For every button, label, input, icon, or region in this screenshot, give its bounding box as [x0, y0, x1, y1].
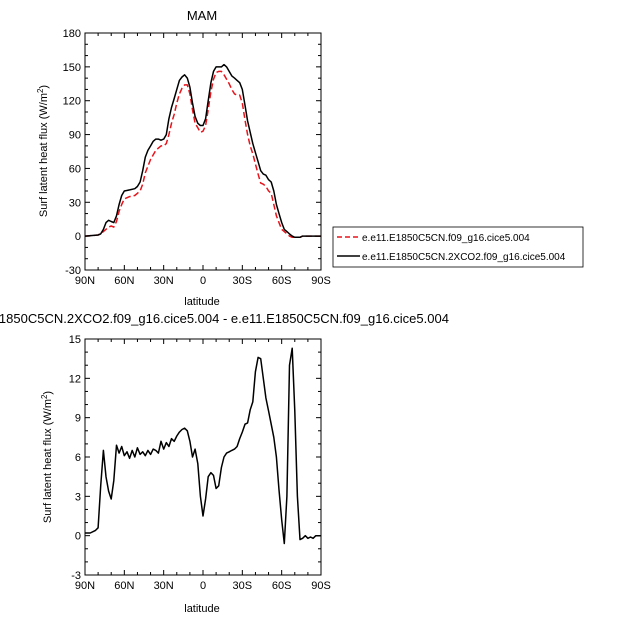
- top-y-axis-label: Surf latent heat flux (W/m2): [36, 85, 50, 217]
- top-plot-area: [84, 32, 322, 271]
- bottom-y-tick-label: 9: [75, 413, 81, 425]
- bottom-x-axis-label: latitude: [184, 603, 219, 615]
- panel-bottom-chart: e.e11.E1850C5CN.2XCO2.f09_g16.cice5.004 …: [0, 311, 449, 615]
- top-x-tick-label: 30N: [154, 275, 174, 287]
- bottom-y-tick-label: 6: [75, 452, 81, 464]
- bottom-x-tick-label: 90N: [75, 580, 95, 592]
- legend-entry-2xco2: e.e11.E1850C5CN.2XCO2.f09_g16.cice5.004: [362, 252, 566, 263]
- bottom-y-tick-label: 15: [69, 334, 81, 346]
- bottom-x-ticks: 90N 60N 30N 0 30S 60S 90S: [75, 339, 331, 592]
- bottom-y-tick-label: 3: [75, 491, 81, 503]
- top-y-ticks: -30 0 30 60 90 120 150 180: [63, 28, 321, 277]
- top-y-tick-label: 60: [69, 163, 81, 175]
- legend-entry-control: e.e11.E1850C5CN.f09_g16.cice5.004: [362, 233, 530, 244]
- top-y-tick-label: 120: [63, 96, 81, 108]
- top-x-tick-label: 30S: [233, 275, 253, 287]
- bottom-x-tick-label: 60S: [272, 580, 292, 592]
- top-y-tick-label: 150: [63, 62, 81, 74]
- bottom-plot-area: [84, 338, 322, 576]
- top-y-tick-label: 30: [69, 197, 81, 209]
- top-chart-title: MAM: [187, 8, 217, 23]
- bottom-x-tick-label: 0: [200, 580, 206, 592]
- top-plot-frame: [84, 32, 322, 271]
- top-series-line-0: [84, 70, 321, 239]
- top-x-tick-label: 90S: [311, 275, 331, 287]
- legend: e.e11.E1850C5CN.f09_g16.cice5.004 e.e11.…: [332, 226, 584, 268]
- top-x-tick-label: 0: [200, 275, 206, 287]
- bottom-chart-title: e.e11.E1850C5CN.2XCO2.f09_g16.cice5.004 …: [0, 311, 449, 326]
- top-x-tick-label: 90N: [75, 275, 95, 287]
- top-y-tick-label: 0: [75, 231, 81, 243]
- top-x-tick-label: 60S: [272, 275, 292, 287]
- bottom-x-tick-label: 90S: [311, 580, 331, 592]
- top-y-tick-label: -30: [65, 265, 81, 277]
- bottom-y-axis-label: Surf latent heat flux (W/m2): [40, 391, 54, 523]
- bottom-y-tick-label: 12: [69, 373, 81, 385]
- bottom-x-tick-label: 30S: [233, 580, 253, 592]
- bottom-series-line-0: [85, 347, 321, 545]
- top-x-axis-label: latitude: [184, 296, 219, 308]
- panel-top-chart: MAM -30 0 30 60 90 120 150 180 90N 60N 30N 0 30S 60S…: [36, 8, 584, 308]
- top-y-tick-label: 180: [63, 28, 81, 40]
- top-x-tick-label: 60N: [114, 275, 134, 287]
- bottom-x-tick-label: 60N: [114, 580, 134, 592]
- legend-box: [332, 226, 584, 268]
- bottom-y-tick-label: 0: [75, 531, 81, 543]
- top-y-tick-label: 90: [69, 130, 81, 142]
- bottom-plot-frame: [84, 338, 322, 576]
- bottom-y-tick-label: -3: [71, 570, 81, 582]
- top-x-ticks: 90N 60N 30N 0 30S 60S 90S: [75, 33, 331, 287]
- bottom-x-tick-label: 30N: [154, 580, 174, 592]
- top-series-line-1: [84, 63, 321, 239]
- bottom-y-ticks: -3 0 3 6 9 12 15: [69, 334, 321, 582]
